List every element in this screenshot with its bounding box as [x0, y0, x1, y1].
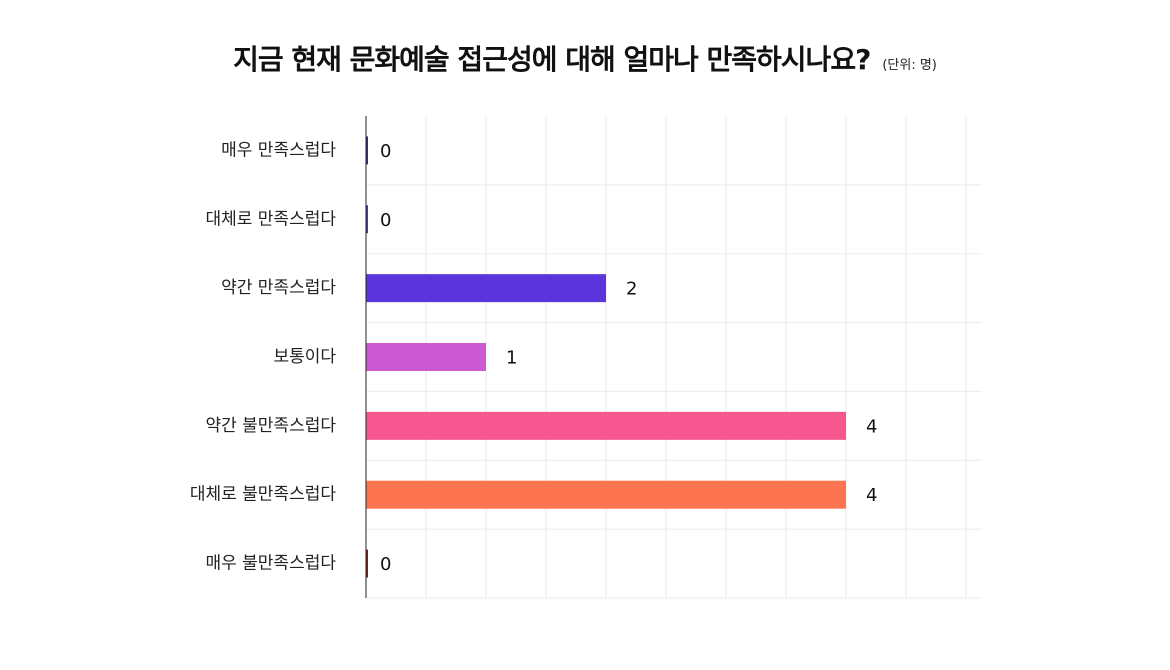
- unit-label: (단위: 명): [882, 58, 937, 73]
- bar: [366, 274, 606, 303]
- bar: [366, 480, 846, 509]
- bars: [366, 136, 846, 578]
- value-label: 1: [506, 348, 517, 369]
- bar: [366, 343, 486, 371]
- bar: [366, 136, 368, 165]
- value-label: 0: [380, 210, 391, 231]
- category-label: 보통이다: [273, 347, 336, 367]
- category-label: 약간 만족스럽다: [221, 278, 336, 298]
- category-label: 대체로 만족스럽다: [205, 209, 336, 229]
- bar: [366, 549, 368, 578]
- value-label: 4: [866, 416, 877, 437]
- value-label: 4: [866, 485, 877, 506]
- category-label: 매우 만족스럽다: [221, 140, 336, 160]
- category-label: 약간 불만족스럽다: [205, 416, 336, 436]
- value-labels: 0 0 2 1 4 4 0: [380, 141, 877, 575]
- chart-title: 지금 현재 문화예술 접근성에 대해 얼마나 만족하시나요?: [233, 43, 871, 76]
- value-label: 2: [626, 279, 637, 300]
- category-label: 대체로 불만족스럽다: [190, 485, 337, 505]
- value-label: 0: [380, 554, 391, 575]
- bar: [366, 411, 846, 440]
- category-label: 매우 불만족스럽다: [205, 554, 336, 574]
- chart-title-block: 지금 현재 문화예술 접근성에 대해 얼마나 만족하시나요? (단위: 명): [0, 38, 1170, 78]
- bar: [366, 205, 368, 234]
- value-label: 0: [380, 141, 391, 162]
